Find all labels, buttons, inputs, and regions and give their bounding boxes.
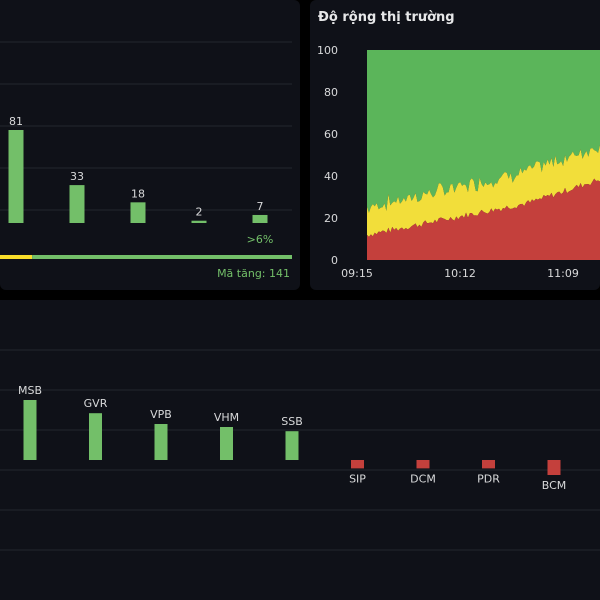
impact-bar xyxy=(154,424,168,460)
x-tick-label: 11:09 xyxy=(547,267,579,280)
x-tick-label: 10:12 xyxy=(444,267,476,280)
y-tick-label: 60 xyxy=(324,128,338,141)
distribution-bar xyxy=(252,214,268,223)
impact-bar xyxy=(482,460,495,469)
distribution-bar xyxy=(191,220,207,223)
unchanged-area xyxy=(367,145,600,237)
y-tick-label: 40 xyxy=(324,170,338,183)
impact-bar xyxy=(416,460,430,469)
y-tick-label: 80 xyxy=(324,86,338,99)
stock-code-label: DCM xyxy=(410,472,436,485)
bar-value-label: 2 xyxy=(196,206,203,219)
impact-bar xyxy=(285,431,299,460)
stock-code-label: PDR xyxy=(477,472,500,485)
impact-bar xyxy=(89,413,102,460)
bar-value-label: 18 xyxy=(131,187,145,200)
price-distribution-panel: 81 33 18 2 7 >6% Mã tăng: 141 xyxy=(0,0,300,290)
stock-code-label: SSB xyxy=(281,415,303,428)
impact-chart: MSB GVR VPB VHM SSB SIP DCM PDR BCM xyxy=(0,349,600,551)
market-breadth-panel: Độ rộng thị trường 0 20 40 60 80 100 09:15 10:1… xyxy=(310,0,600,290)
impact-bar xyxy=(547,460,561,475)
bucket-label: >6% xyxy=(247,233,274,246)
stock-code-label: VPB xyxy=(150,408,172,421)
y-tick-label: 100 xyxy=(317,44,338,57)
up-count-label: Mã tăng: 141 xyxy=(217,267,290,280)
distribution-chart: 81 33 18 2 7 >6% xyxy=(0,41,293,259)
stock-code-label: MSB xyxy=(18,384,42,397)
stock-code-label: VHM xyxy=(214,411,239,424)
impact-bar xyxy=(23,400,37,460)
bar-value-label: 33 xyxy=(70,170,84,183)
breadth-chart: 0 20 40 60 80 100 09:15 10:12 11:09 xyxy=(317,44,600,280)
stock-code-label: BCM xyxy=(542,479,567,492)
stock-impact-panel: MSB GVR VPB VHM SSB SIP DCM PDR BCM xyxy=(0,300,600,600)
x-tick-label: 09:15 xyxy=(341,267,373,280)
ratio-bar-green xyxy=(32,255,293,259)
distribution-bar xyxy=(69,185,85,223)
impact-bar xyxy=(351,460,364,469)
stock-code-label: SIP xyxy=(349,472,366,485)
panel-title: Độ rộng thị trường xyxy=(318,10,455,25)
ratio-bar-yellow xyxy=(0,255,33,259)
y-tick-label: 0 xyxy=(331,254,338,267)
declining-area xyxy=(367,178,600,260)
impact-bar xyxy=(220,427,233,460)
bar-value-label: 81 xyxy=(9,115,23,128)
advancing-area xyxy=(367,50,600,213)
distribution-bar xyxy=(130,202,146,223)
y-tick-label: 20 xyxy=(324,212,338,225)
distribution-bar xyxy=(8,130,24,223)
bar-value-label: 7 xyxy=(257,200,264,213)
stock-code-label: GVR xyxy=(84,397,108,410)
